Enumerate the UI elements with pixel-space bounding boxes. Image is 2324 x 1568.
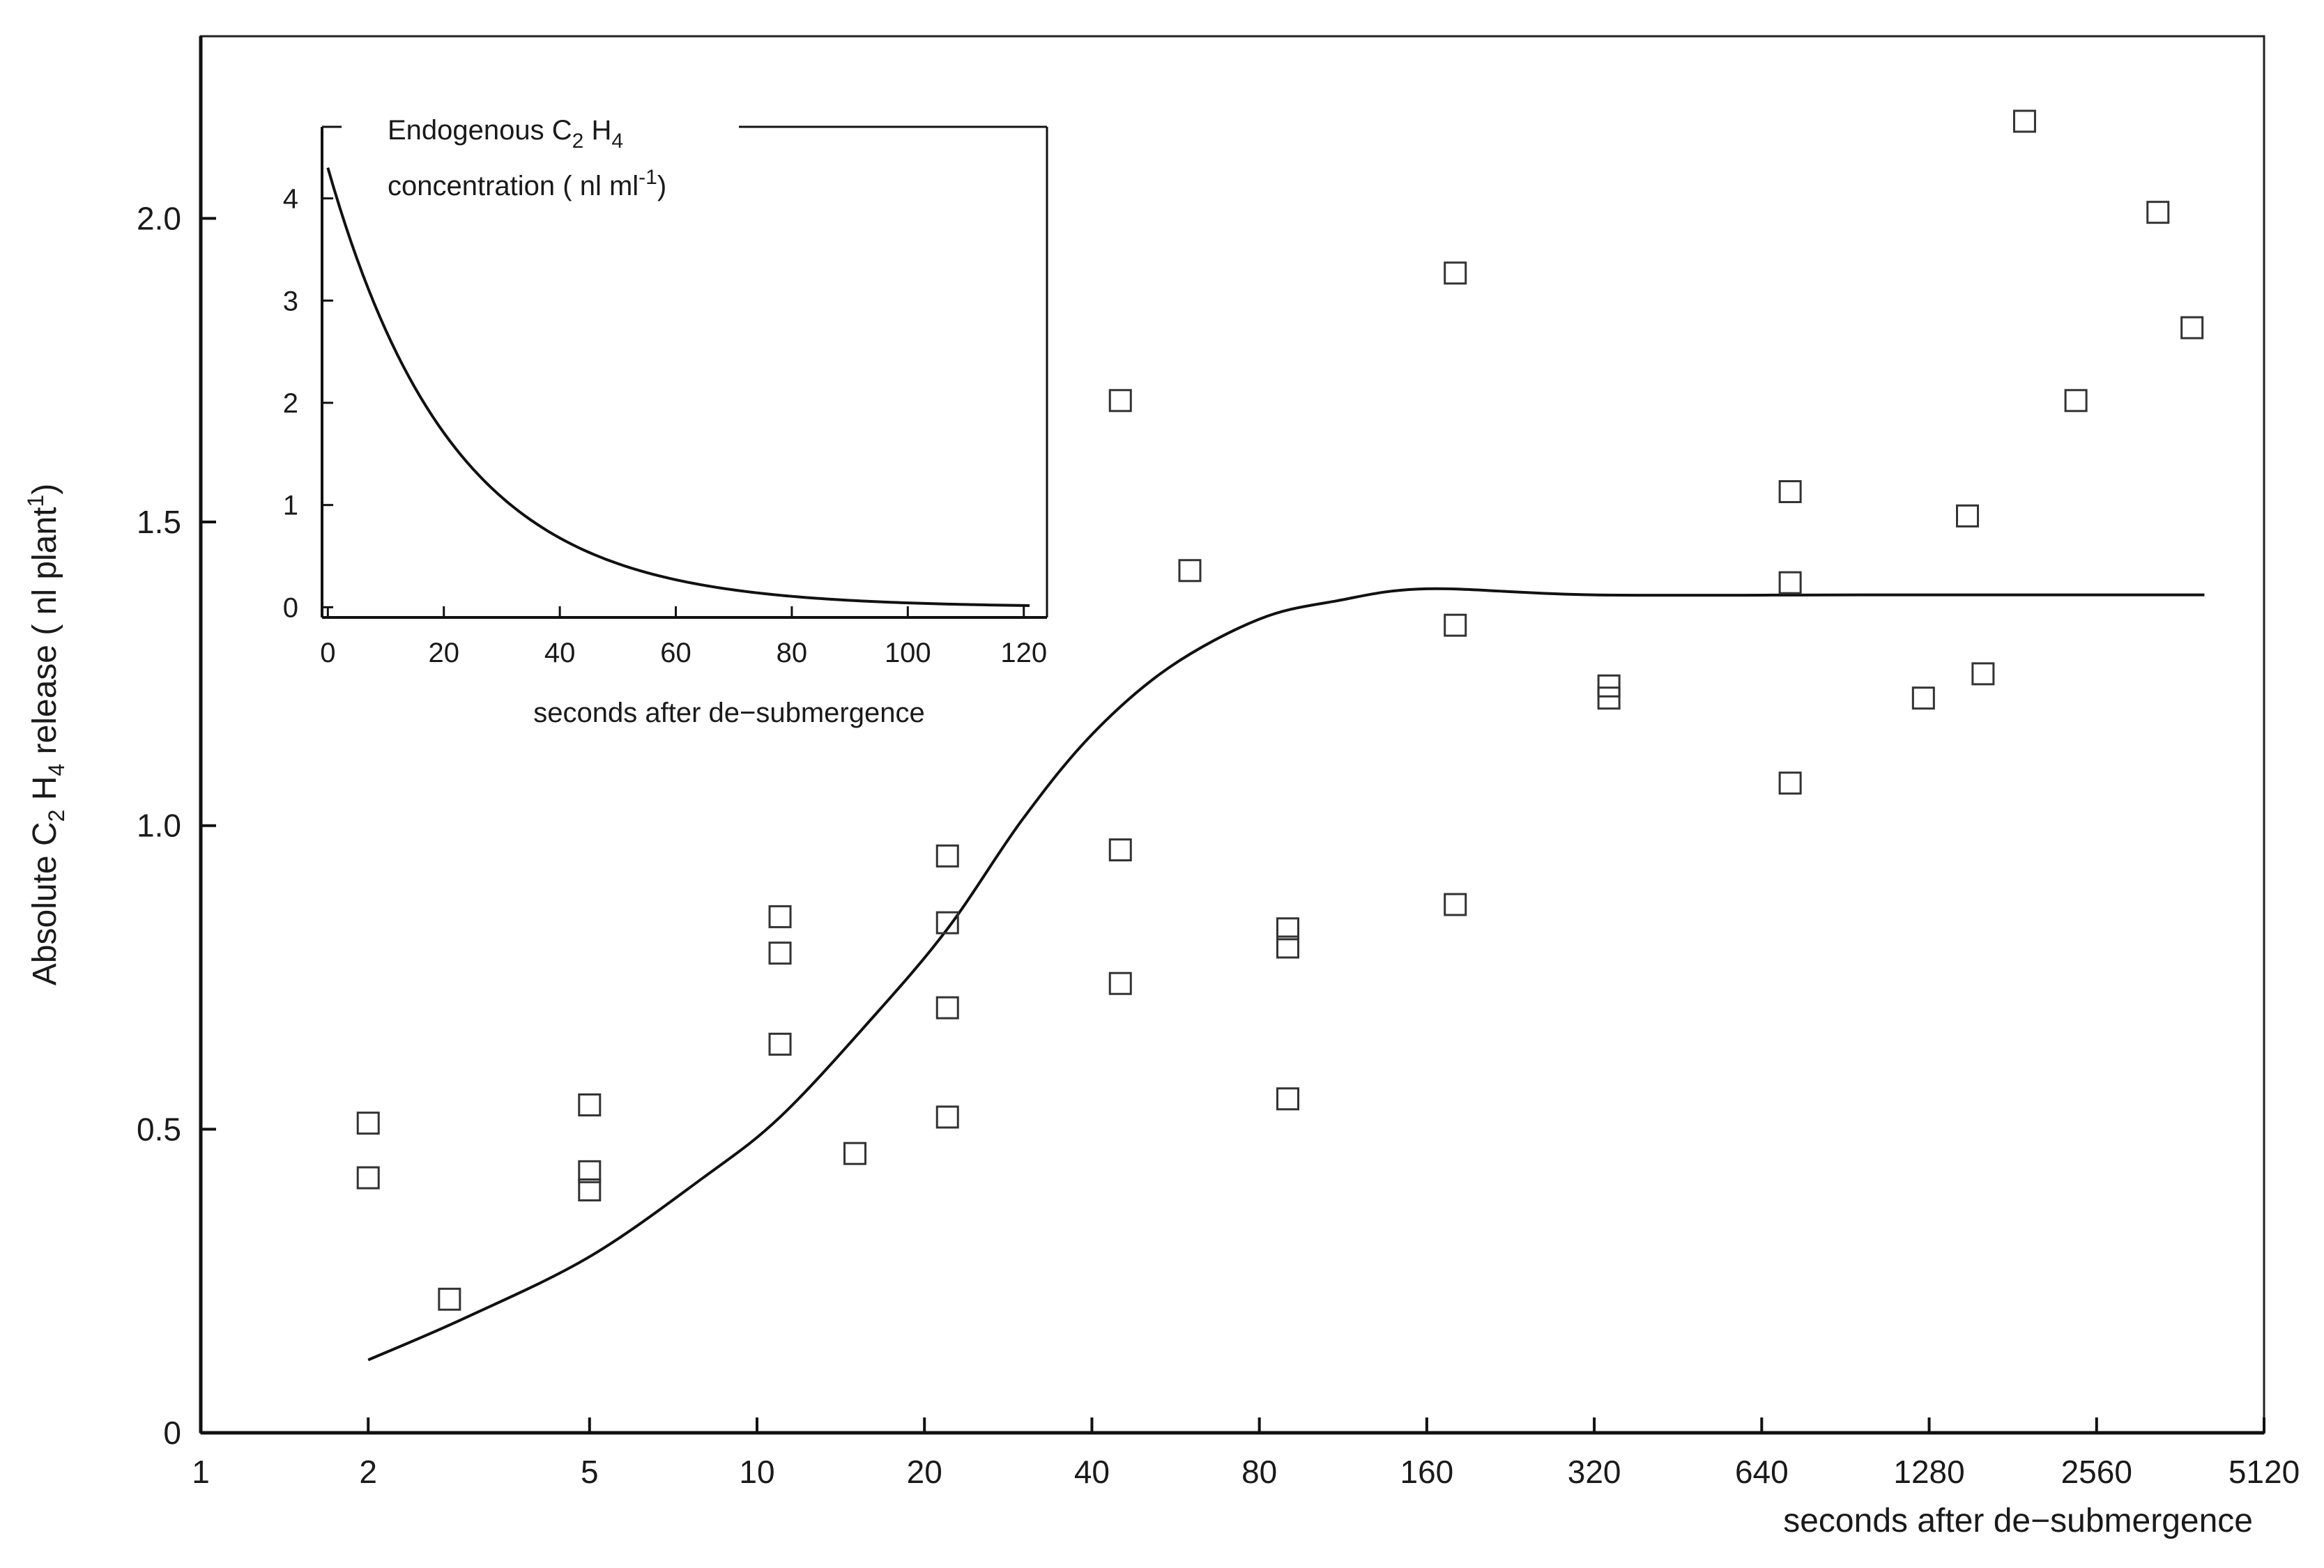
y-title-end: ) [26, 484, 63, 495]
inset-x-tick-label: 40 [544, 638, 576, 668]
data-point-square [578, 1178, 602, 1201]
inset-title-sub2: 4 [611, 130, 623, 153]
data-point-square [578, 1160, 602, 1183]
main-x-ticks: 1 2 5 10 20 40 80 160 320 640 1280 2560 5120 [192, 1417, 2300, 1490]
data-point-square [768, 941, 792, 965]
data-point-square [1276, 935, 1299, 959]
data-point-square [2180, 316, 2204, 339]
y-title-suffix: release ( nl plant [26, 507, 63, 764]
data-point-square [2064, 389, 2088, 413]
inset-y-ticks: 0 1 2 3 4 [283, 184, 333, 623]
main-fit-curve [367, 587, 2205, 1362]
data-point-square [1276, 917, 1299, 941]
inset-title-prefix: Endogenous C [388, 115, 572, 146]
y-title-sub1: 2 [44, 810, 69, 822]
main-x-tick-label: 20 [907, 1454, 942, 1490]
data-point-square [935, 911, 959, 935]
main-fit-curve-group [367, 587, 2205, 1362]
main-y-ticks: 0 0.5 1.0 1.5 2.0 [137, 200, 216, 1451]
inset-title2-sup: -1 [639, 166, 657, 189]
data-point-square [768, 1032, 792, 1056]
inset-title-sub1: 2 [572, 130, 584, 153]
data-point-square [2146, 201, 2170, 224]
inset-x-tick-label: 0 [320, 638, 335, 668]
data-point-square [1108, 971, 1132, 995]
inset-x-tick-label: 100 [885, 638, 931, 668]
main-x-tick-label: 80 [1241, 1454, 1277, 1490]
main-data-points [356, 109, 2204, 1311]
data-point-square [1597, 674, 1621, 698]
main-x-tick-label: 320 [1568, 1454, 1621, 1490]
y-title-sub2: 4 [44, 764, 69, 776]
y-title-mid: H [26, 776, 63, 810]
data-point-square [1108, 389, 1132, 413]
inset-title2-prefix: concentration ( nl ml [388, 171, 639, 201]
y-title-sup: 1 [23, 495, 48, 507]
data-point-square [2012, 109, 2036, 133]
data-point-square [1911, 686, 1935, 710]
inset-decay-curve [326, 167, 1030, 607]
data-point-square [1778, 771, 1802, 795]
data-point-square [578, 1093, 602, 1116]
data-point-square [935, 996, 959, 1020]
data-point-square [843, 1142, 867, 1165]
y-title-prefix: Absolute C [26, 822, 63, 985]
data-point-square [1178, 559, 1202, 583]
main-y-tick-label: 0 [163, 1415, 181, 1451]
inset-title-mid: H [583, 115, 611, 146]
main-x-tick-label: 2 [359, 1454, 377, 1490]
main-x-tick-label: 640 [1735, 1454, 1789, 1490]
main-x-tick-label: 160 [1400, 1454, 1454, 1490]
main-chart: 1 2 5 10 20 40 80 160 320 640 1280 2560 5120 00.51.0… [23, 35, 2300, 1539]
data-point-square [438, 1287, 461, 1311]
main-x-tick-label: 10 [739, 1454, 774, 1490]
main-y-tick-label: 0.5 [137, 1111, 181, 1147]
main-y-tick-label: 1.0 [137, 808, 181, 844]
inset-x-tick-label: 20 [428, 638, 459, 668]
main-y-tick-label: 1.5 [137, 504, 181, 540]
data-point-square [1444, 261, 1467, 285]
inset-x-tick-label: 60 [660, 638, 691, 668]
data-point-square [1778, 479, 1802, 503]
main-x-tick-label: 2560 [2061, 1454, 2132, 1490]
inset-y-tick-label: 4 [283, 184, 298, 215]
inset-background [321, 125, 1047, 617]
inset-y-tick-label: 2 [283, 388, 298, 419]
data-point-square [356, 1166, 380, 1190]
data-point-square [768, 905, 792, 928]
main-x-axis-title: seconds after de−submergence [1783, 1502, 2253, 1539]
main-x-tick-label: 1280 [1893, 1454, 1964, 1490]
main-x-tick-label: 40 [1074, 1454, 1110, 1490]
data-point-square [1956, 504, 1980, 528]
data-point-square [935, 1105, 959, 1129]
main-x-tick-label: 1 [192, 1454, 210, 1490]
main-y-axis-title: Absolute C2 H4 release ( nl plant1) [23, 484, 69, 985]
inset-y-tick-label: 1 [283, 491, 298, 521]
inset-title-line2: concentration ( nl ml-1) [388, 166, 666, 201]
inset-title-line1: Endogenous C2 H4 [388, 115, 623, 153]
data-point-square [1276, 1087, 1299, 1111]
data-point-square [935, 844, 959, 868]
data-point-square [1444, 893, 1467, 916]
inset-x-tick-label: 80 [777, 638, 808, 668]
main-x-tick-label: 5 [581, 1454, 599, 1490]
inset-x-ticks: 0 20 40 60 80 100 120 [320, 606, 1047, 668]
inset-x-axis-title: seconds after de−submergence [533, 698, 924, 728]
data-point-square [356, 1112, 380, 1135]
inset-y-tick-label: 3 [283, 286, 298, 316]
data-point-square [1971, 662, 1995, 686]
inset-y-tick-label: 0 [283, 592, 298, 623]
data-point-square [1778, 571, 1802, 594]
inset-title2-suffix: ) [657, 171, 666, 201]
main-x-tick-label: 5120 [2229, 1454, 2300, 1490]
data-point-square [1597, 686, 1621, 710]
data-point-square [1108, 838, 1132, 862]
main-y-tick-label: 2.0 [137, 200, 181, 236]
data-point-square [1444, 613, 1467, 637]
inset-x-tick-label: 120 [1000, 638, 1047, 668]
